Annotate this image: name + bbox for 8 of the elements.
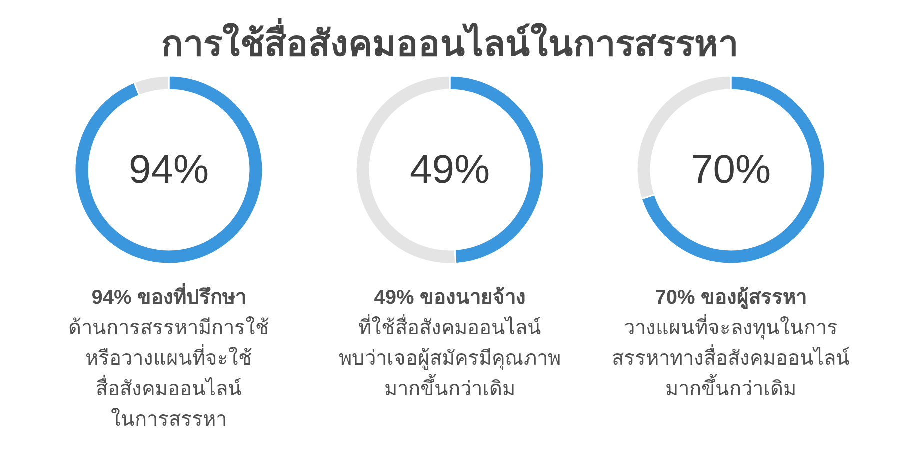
- text: 70% ของผู้สรรหา วางแผนที่จะลงทุนในการ สรรหาทางสื่อสังคมออนไลน์ มากขึ้นกว่าเดิม: [612, 286, 850, 400]
- text: 49% ของนายจ้าง ที่ใช้สื่อสังคมออนไลน์ พบว่าเจอผู้สมัครมีคุณภาพ มากขึ้นกว่าเดิม: [339, 286, 561, 400]
- text: การใช้สื่อสังคมออนไลน์ในการสรรหา: [162, 18, 738, 64]
- text: 94% ของที่ปรึกษา ด้านการสรรหามีการใช้ หรือวางแผนที่จะใช้ สื่อสังคมออนไลน์ ในการสรรหา: [68, 282, 270, 431]
- text: 49%: [410, 148, 490, 192]
- text: 70%: [690, 148, 772, 192]
- donut-slice: [74, 75, 264, 265]
- text: 94%: [128, 148, 210, 192]
